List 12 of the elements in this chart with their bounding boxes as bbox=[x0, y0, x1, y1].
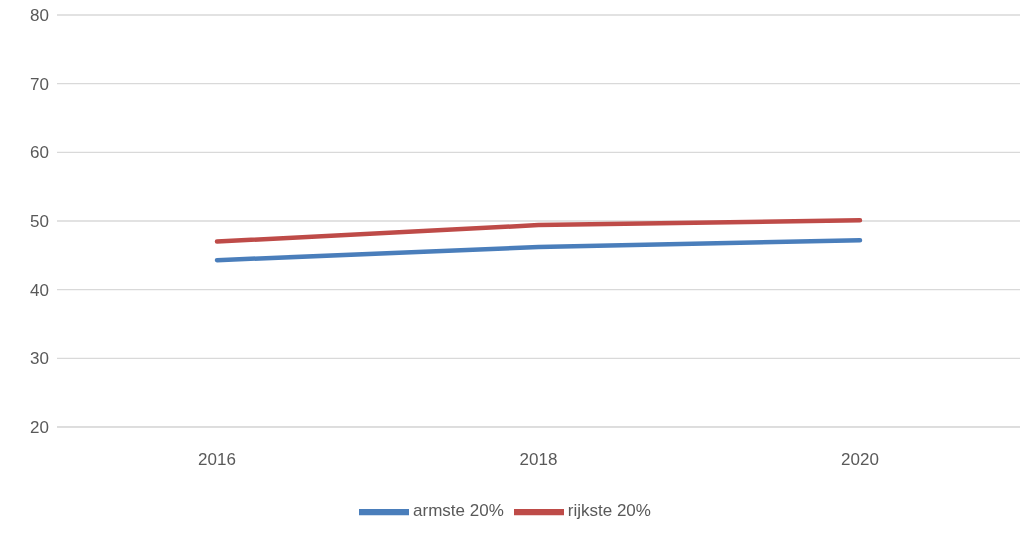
y-tick-label: 80 bbox=[30, 6, 49, 26]
x-tick-label: 2018 bbox=[519, 450, 558, 470]
y-tick-label: 30 bbox=[30, 349, 49, 369]
x-tick-label: 2016 bbox=[198, 450, 236, 470]
y-tick-label: 20 bbox=[30, 418, 49, 438]
y-tick-label: 40 bbox=[30, 280, 49, 300]
legend-label: armste 20% bbox=[413, 501, 504, 521]
y-tick-label: 60 bbox=[30, 143, 49, 163]
y-tick-label: 50 bbox=[30, 212, 49, 232]
legend-label: rijkste 20% bbox=[567, 501, 651, 521]
x-tick-label: 2020 bbox=[841, 450, 879, 470]
y-tick-label: 70 bbox=[30, 74, 49, 94]
